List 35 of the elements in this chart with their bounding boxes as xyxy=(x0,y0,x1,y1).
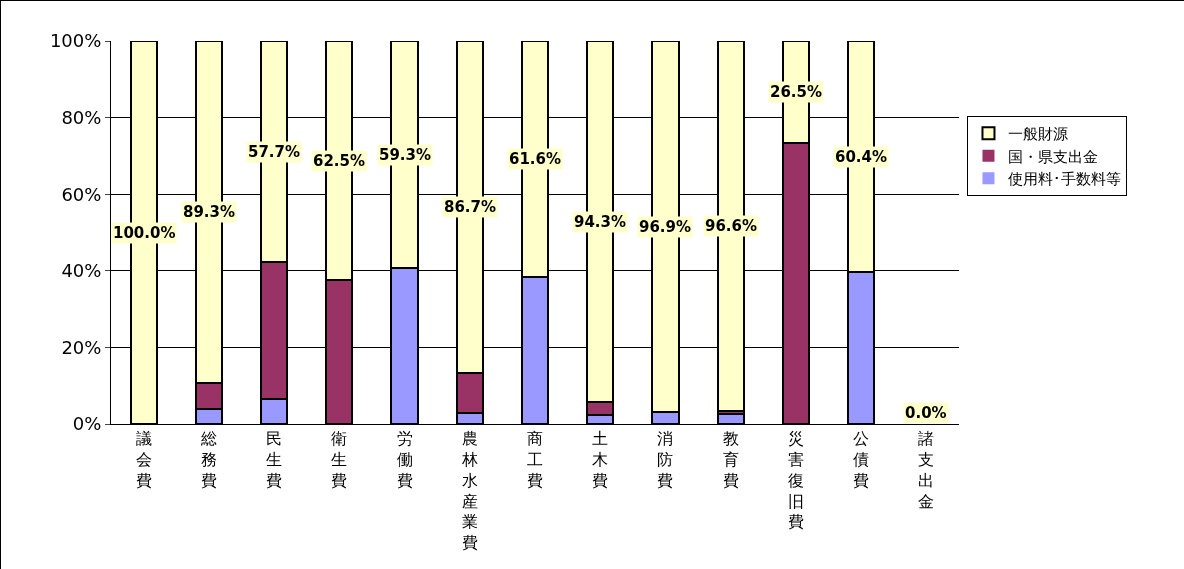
data-label: 96.9% xyxy=(639,218,692,236)
data-label: 100.0% xyxy=(113,224,176,242)
data-label: 94.3% xyxy=(574,213,627,231)
x-tick-label: 公債費 xyxy=(853,429,870,490)
data-label: 57.7% xyxy=(248,143,301,161)
x-tick-label: 総務費 xyxy=(199,429,217,490)
data-label: 26.5% xyxy=(770,83,823,101)
y-tick-label: 100% xyxy=(49,30,102,52)
legend-label: 一般財源 xyxy=(1008,125,1069,143)
x-tick-label: 労働費 xyxy=(396,429,413,490)
y-tick-label: 40% xyxy=(61,260,102,282)
x-tick-label: 諸支出金 xyxy=(918,429,935,511)
data-label: 0.0% xyxy=(905,404,947,422)
x-tick-label: 土木費 xyxy=(592,429,609,490)
legend-label: 国・県支出金 xyxy=(1008,147,1099,166)
x-tick-label: 商工費 xyxy=(527,429,543,490)
y-tick-label: 0% xyxy=(72,413,102,435)
data-label: 86.7% xyxy=(444,198,497,216)
data-label: 61.6% xyxy=(509,150,562,168)
legend-label: 使用料･手数料等 xyxy=(1008,170,1122,188)
y-tick-label: 20% xyxy=(61,336,102,358)
x-tick-label: 教育費 xyxy=(722,429,739,490)
y-tick-label: 60% xyxy=(61,183,102,205)
y-tick-label: 80% xyxy=(61,106,102,128)
x-tick-label: 衛生費 xyxy=(331,429,348,490)
x-tick-label: 消防費 xyxy=(657,429,674,490)
x-tick-label: 農林水産業費 xyxy=(460,429,478,553)
x-tick-label: 災害復旧費 xyxy=(787,429,804,532)
data-label: 89.3% xyxy=(183,203,236,221)
data-label: 62.5% xyxy=(313,152,366,170)
data-label: 60.4% xyxy=(835,148,888,166)
x-tick-label: 民生費 xyxy=(266,429,283,490)
data-label: 96.6% xyxy=(705,217,758,235)
x-tick-label: 議会費 xyxy=(135,429,152,490)
data-label: 59.3% xyxy=(379,146,432,164)
